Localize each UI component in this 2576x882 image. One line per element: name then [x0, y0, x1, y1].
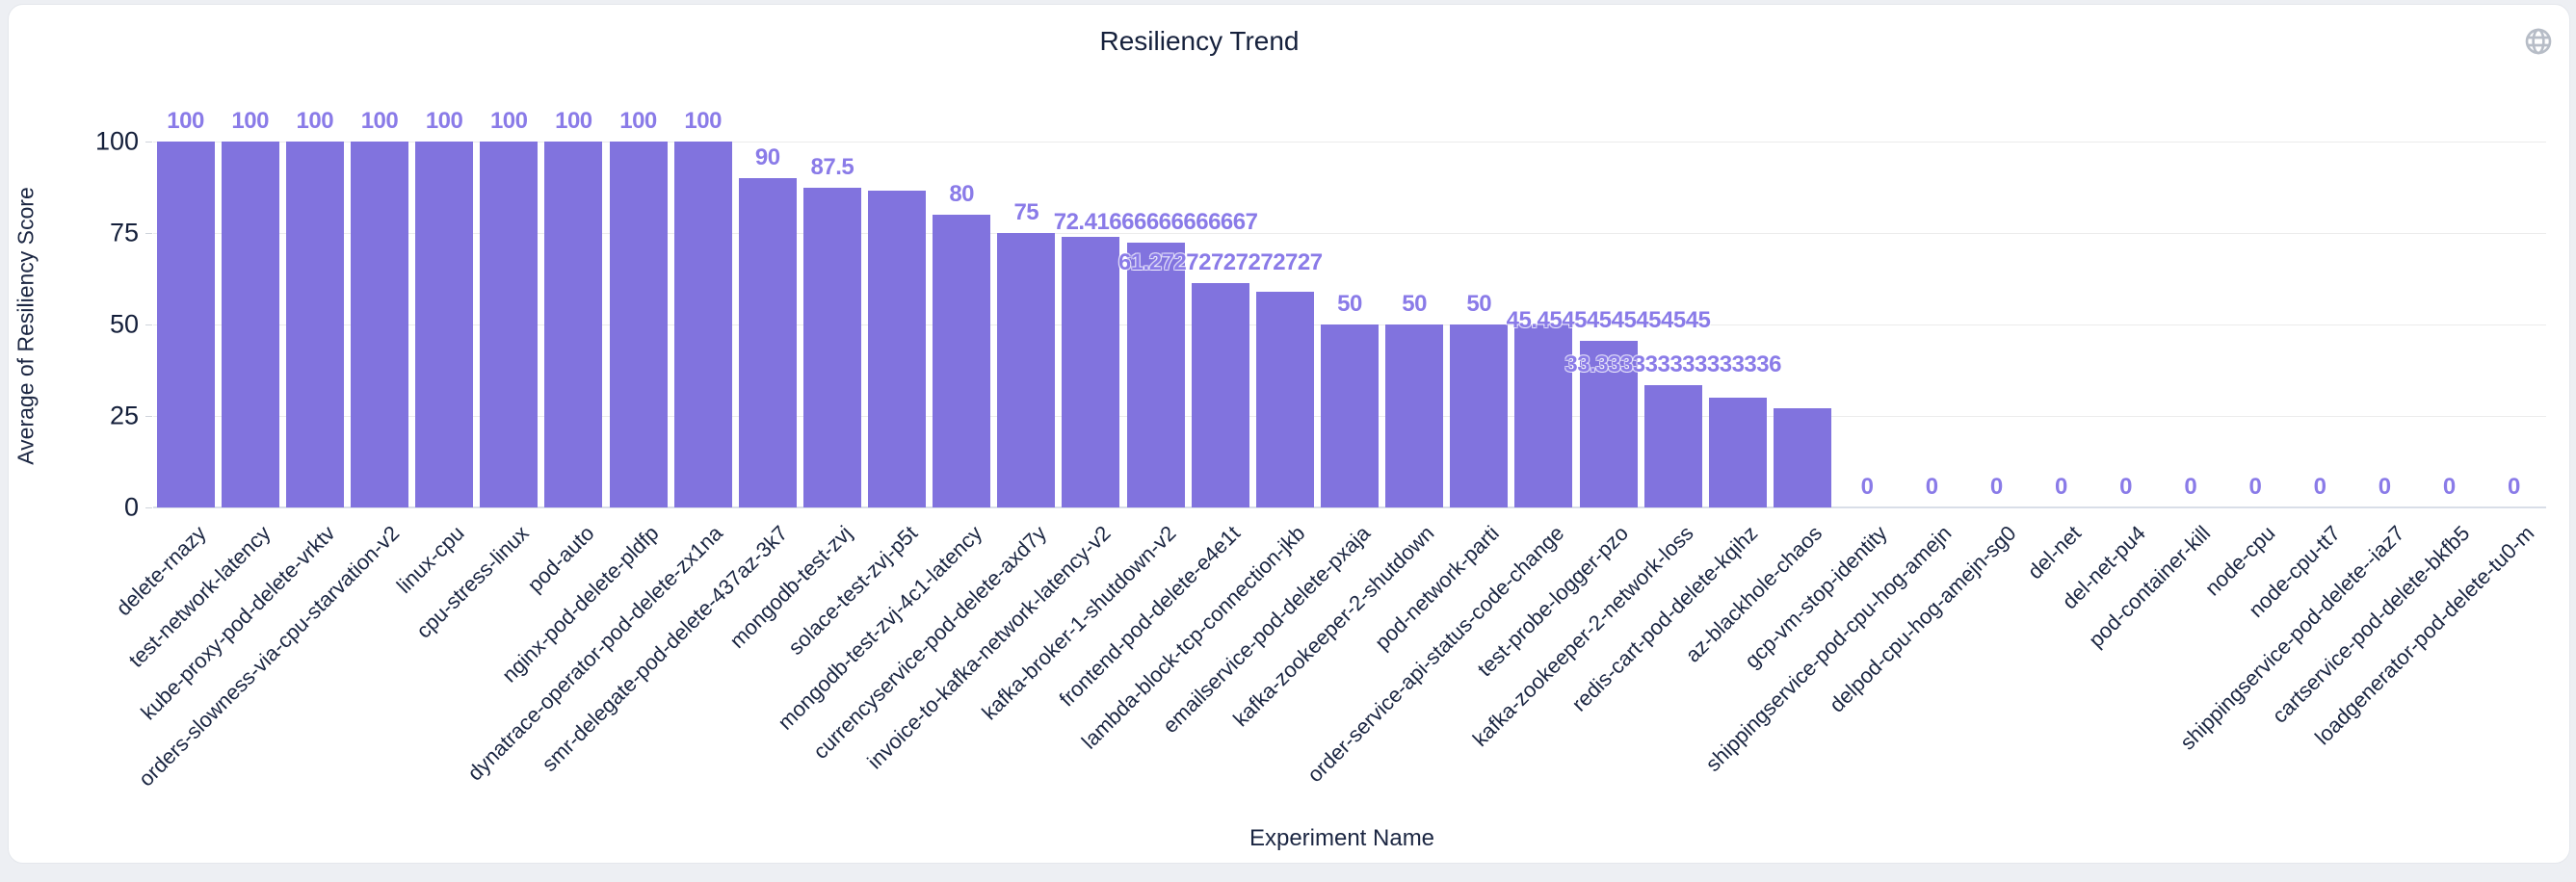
bar-value-label: 50: [1402, 291, 1427, 317]
bar-value-label: 0: [1925, 474, 1938, 500]
bar-value-label: 0: [2507, 474, 2520, 500]
y-axis-tick-label: 25: [109, 401, 139, 430]
bar[interactable]: [415, 142, 474, 507]
chart-card: Resiliency Trend Average of Resiliency S…: [8, 4, 2570, 864]
bar-chart-plot-area: 0 25 50 75 100 100 delete-rnazy 100 test-network…: [9, 5, 2569, 863]
bar-value-label: 0: [2313, 474, 2326, 500]
bar-value-label: 50: [1337, 291, 1362, 317]
bar-value-label: 90: [754, 144, 780, 170]
bar-value-label: 72.41666666666667: [1053, 208, 1258, 235]
globe-icon[interactable]: [2523, 26, 2554, 57]
bar[interactable]: [1191, 283, 1249, 507]
chart-title: Resiliency Trend: [1099, 26, 1300, 56]
bar-value-label: 61.27272727272727: [1117, 249, 1323, 276]
x-axis-category-label: pod-container-kill: [2084, 521, 2216, 653]
x-axis-title: Experiment Name: [1249, 825, 1435, 851]
bar[interactable]: [544, 142, 603, 507]
bar-value-label: 100: [619, 108, 657, 134]
y-axis-tick-label: 50: [109, 309, 139, 339]
bar[interactable]: [1126, 242, 1185, 507]
y-axis-tick-mark: [145, 142, 152, 143]
bar[interactable]: [802, 187, 861, 507]
bar-value-label: 45.45454545454545: [1506, 307, 1711, 334]
gridline: [153, 233, 2546, 234]
bar-value-label: 0: [2184, 474, 2197, 500]
bar[interactable]: [673, 142, 732, 507]
bar-value-label: 100: [684, 108, 722, 134]
bar[interactable]: [221, 142, 279, 507]
y-axis-tick-mark: [145, 507, 152, 508]
bar[interactable]: [285, 142, 344, 507]
bar-value-label: 100: [489, 108, 528, 134]
bar[interactable]: [997, 233, 1056, 507]
bar[interactable]: [933, 215, 991, 507]
y-axis-tick-mark: [145, 324, 152, 325]
bar[interactable]: [480, 142, 539, 507]
bar[interactable]: [1321, 324, 1379, 507]
x-axis-category-label: currencyservice-pod-delete-axd7y: [808, 521, 1052, 764]
bar[interactable]: [1062, 236, 1120, 507]
bar-value-label: 100: [231, 108, 269, 134]
bar[interactable]: [1514, 324, 1573, 507]
bar-value-label: 0: [1989, 474, 2003, 500]
bar[interactable]: [1385, 324, 1444, 507]
gridline: [153, 142, 2546, 143]
x-axis-category-label: cpu-stress-linux: [411, 521, 534, 643]
y-axis-tick-mark: [145, 416, 152, 417]
bar-value-label: 0: [2119, 474, 2133, 500]
bar-value-label: 100: [555, 108, 592, 134]
gridline: [153, 506, 2546, 508]
y-axis-tick-label: 0: [123, 492, 139, 522]
bar-value-label: 75: [1013, 199, 1039, 225]
y-axis-tick-label: 75: [109, 218, 139, 247]
bar-value-label: 100: [425, 108, 463, 134]
bar[interactable]: [1708, 398, 1767, 507]
bar-value-label: 0: [2055, 474, 2067, 500]
bar-value-label: 0: [2378, 474, 2391, 500]
bar-value-label: 80: [949, 181, 975, 207]
bar[interactable]: [1643, 385, 1702, 507]
bar[interactable]: [156, 142, 215, 507]
bar[interactable]: [1450, 324, 1509, 507]
y-axis-tick-mark: [145, 233, 152, 234]
bar[interactable]: [1579, 341, 1638, 507]
bar-value-label: 0: [2442, 474, 2456, 500]
x-axis-category-label: del-net: [2022, 521, 2087, 584]
bar-value-label: 87.5: [810, 153, 854, 180]
bar[interactable]: [1255, 291, 1314, 507]
bar-value-label: 50: [1466, 291, 1492, 317]
bar-value-label: 100: [167, 108, 204, 134]
bar[interactable]: [1773, 408, 1831, 507]
bar[interactable]: [868, 190, 927, 507]
bar-value-label: 0: [2248, 474, 2262, 500]
bar-value-label: 100: [360, 108, 399, 134]
bar[interactable]: [350, 142, 408, 507]
bar-value-label: 33.333333333333336: [1564, 351, 1781, 378]
bar-value-label: 0: [1860, 474, 1874, 500]
y-axis-tick-label: 100: [94, 126, 139, 156]
bar[interactable]: [609, 142, 668, 507]
bar-value-label: 100: [296, 108, 334, 134]
bar[interactable]: [738, 178, 797, 507]
